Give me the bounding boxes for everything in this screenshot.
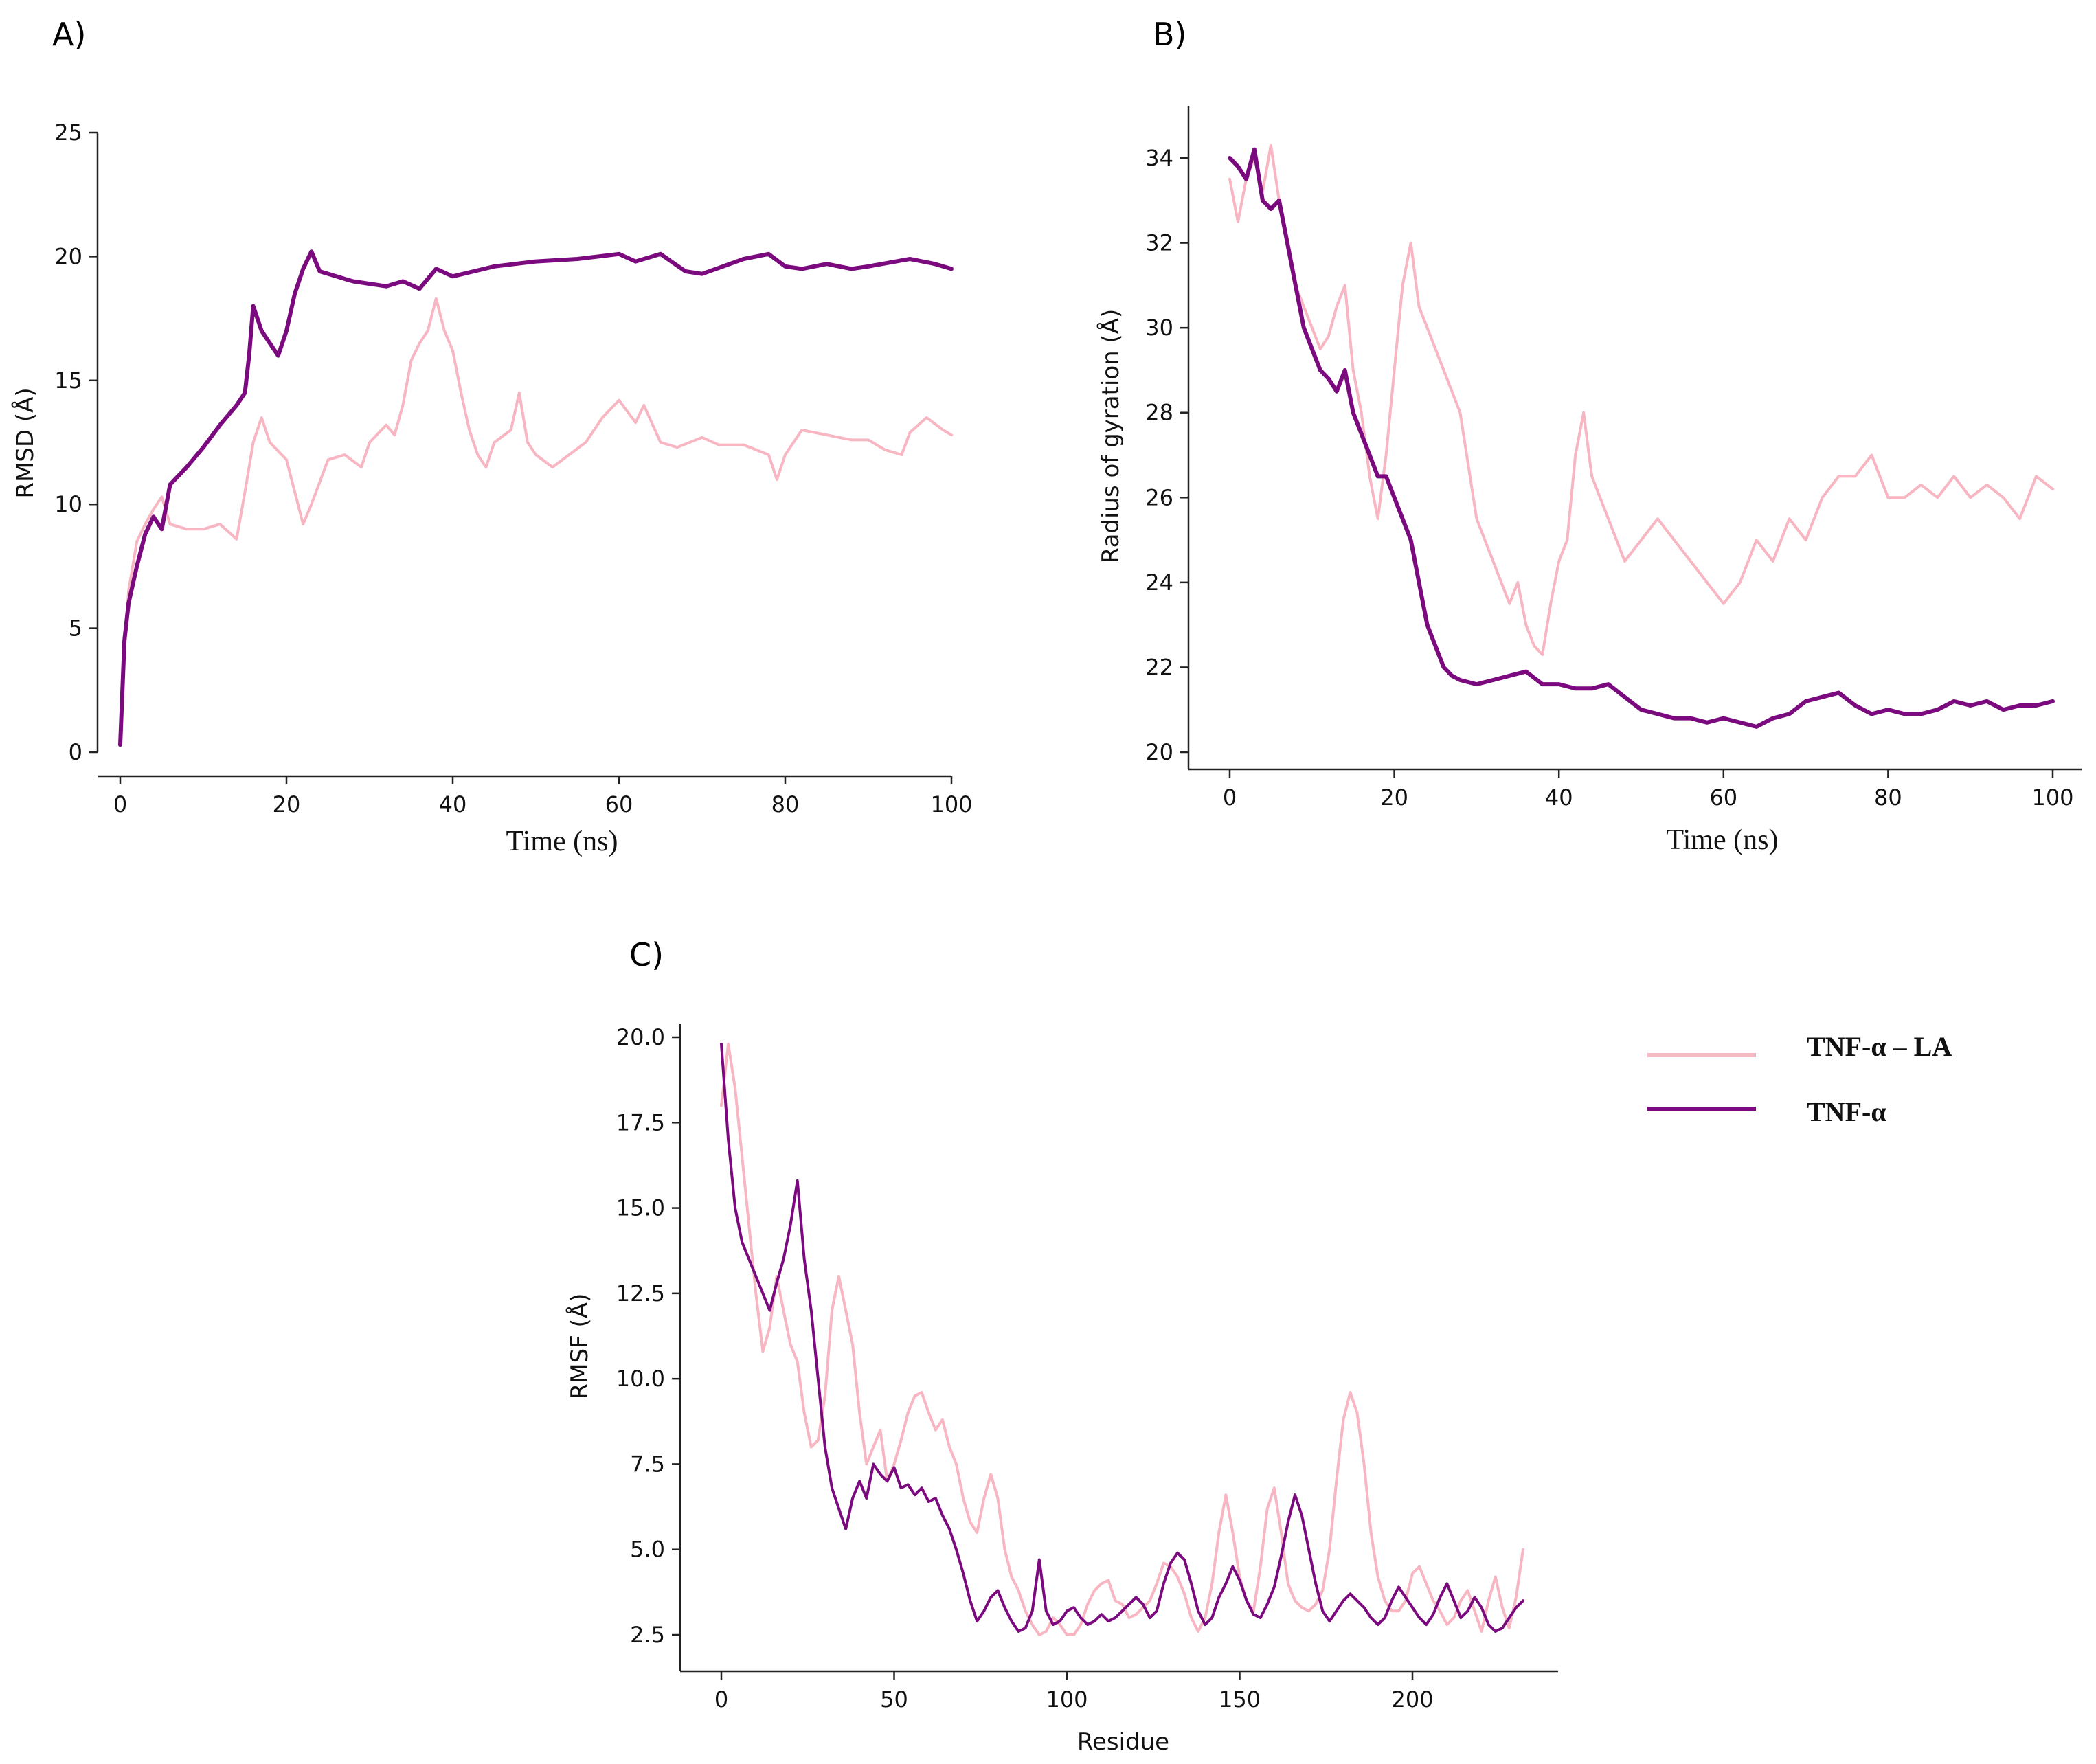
y-tick-label: 32 [1145,230,1173,256]
panel-c-y-axis-label: RMSF (Å) [565,1293,594,1400]
y-tick-label: 34 [1145,145,1173,171]
x-tick-label: 100 [930,791,972,817]
panel-c-axes: 2.5 5.0 7.5 10.0 12.5 15.0 17.5 20.0 0 50 100 150 20… [616,1024,1558,1712]
x-tick-label: 20 [1380,784,1408,811]
y-tick-label: 15 [54,368,82,394]
panel-c-x-axis-label: Residue [1077,1728,1169,1756]
y-tick-label: 5.0 [630,1537,665,1563]
panel-b-gyration-chart: B) 20 22 24 26 28 30 32 34 0 20 40 60 80 100 Time (ns… [1096,16,2082,856]
y-tick-label: 7.5 [630,1451,665,1477]
panel-a-label: A) [52,16,86,53]
legend-label-tnf-la: TNF-α – LA [1807,1031,1952,1062]
legend-label-tnf: TNF-α [1807,1096,1886,1127]
panel-b-x-axis-label: Time (ns) [1667,824,1779,856]
panel-a-series [118,249,954,747]
y-tick-label: 28 [1145,400,1173,426]
panel-b-series [1228,144,2055,729]
panel-a-axes: 0 5 10 15 20 25 0 20 40 60 80 100 [54,120,972,817]
series-line-tnf [720,1042,1524,1633]
panel-b-y-axis-label: Radius of gyration (Å) [1096,309,1125,564]
y-tick-label: 22 [1145,654,1173,680]
panel-a-x-axis-label: Time (ns) [506,826,618,857]
panel-b-label: B) [1153,16,1187,53]
series-line-tnf-la [720,1042,1524,1636]
panel-a-rmsd-chart: A) 0 5 10 15 20 25 0 20 40 60 80 100 Time (ns) RMSD… [11,16,973,857]
y-tick-label: 26 [1145,484,1173,510]
y-tick-label: 12.5 [616,1280,665,1307]
x-tick-label: 0 [1223,784,1237,811]
y-tick-label: 0 [69,739,82,765]
y-tick-label: 17.5 [616,1109,665,1135]
x-tick-label: 0 [113,791,127,817]
legend: TNF-α – LA TNF-α [1647,1031,1952,1127]
x-tick-label: 200 [1391,1686,1433,1712]
y-tick-label: 5 [69,615,82,642]
panel-a-y-axis-label: RMSD (Å) [11,387,39,498]
x-tick-label: 0 [714,1686,728,1712]
x-tick-label: 60 [1709,784,1737,811]
panel-c-label: C) [629,936,664,973]
x-tick-label: 50 [880,1686,908,1712]
x-tick-label: 60 [605,791,633,817]
x-tick-label: 40 [1545,784,1573,811]
y-tick-label: 20 [54,243,82,269]
y-tick-label: 20 [1145,739,1173,765]
x-tick-label: 20 [273,791,301,817]
y-tick-label: 10 [54,491,82,517]
y-tick-label: 20.0 [616,1024,665,1050]
panel-c-rmsf-chart: C) 2.5 5.0 7.5 10.0 12.5 15.0 17.5 20.0 0 50 100 15… [565,936,1558,1756]
y-tick-label: 24 [1145,569,1173,596]
series-line-tnf-la [1228,144,2054,656]
x-tick-label: 40 [439,791,467,817]
x-tick-label: 100 [1046,1686,1088,1712]
series-line-tnf-la [119,297,953,747]
series-line-tnf [1228,147,2055,729]
y-tick-label: 30 [1145,315,1173,341]
x-tick-label: 100 [2031,784,2073,811]
x-tick-label: 80 [771,791,800,817]
y-tick-label: 10.0 [616,1366,665,1392]
y-tick-label: 25 [54,120,82,146]
x-tick-label: 150 [1219,1686,1261,1712]
y-tick-label: 15.0 [616,1195,665,1221]
series-line-tnf [118,249,954,747]
panel-b-axes: 20 22 24 26 28 30 32 34 0 20 40 60 80 100 [1145,106,2082,811]
panel-c-series [720,1042,1524,1636]
x-tick-label: 80 [1874,784,1902,811]
y-tick-label: 2.5 [630,1622,665,1648]
